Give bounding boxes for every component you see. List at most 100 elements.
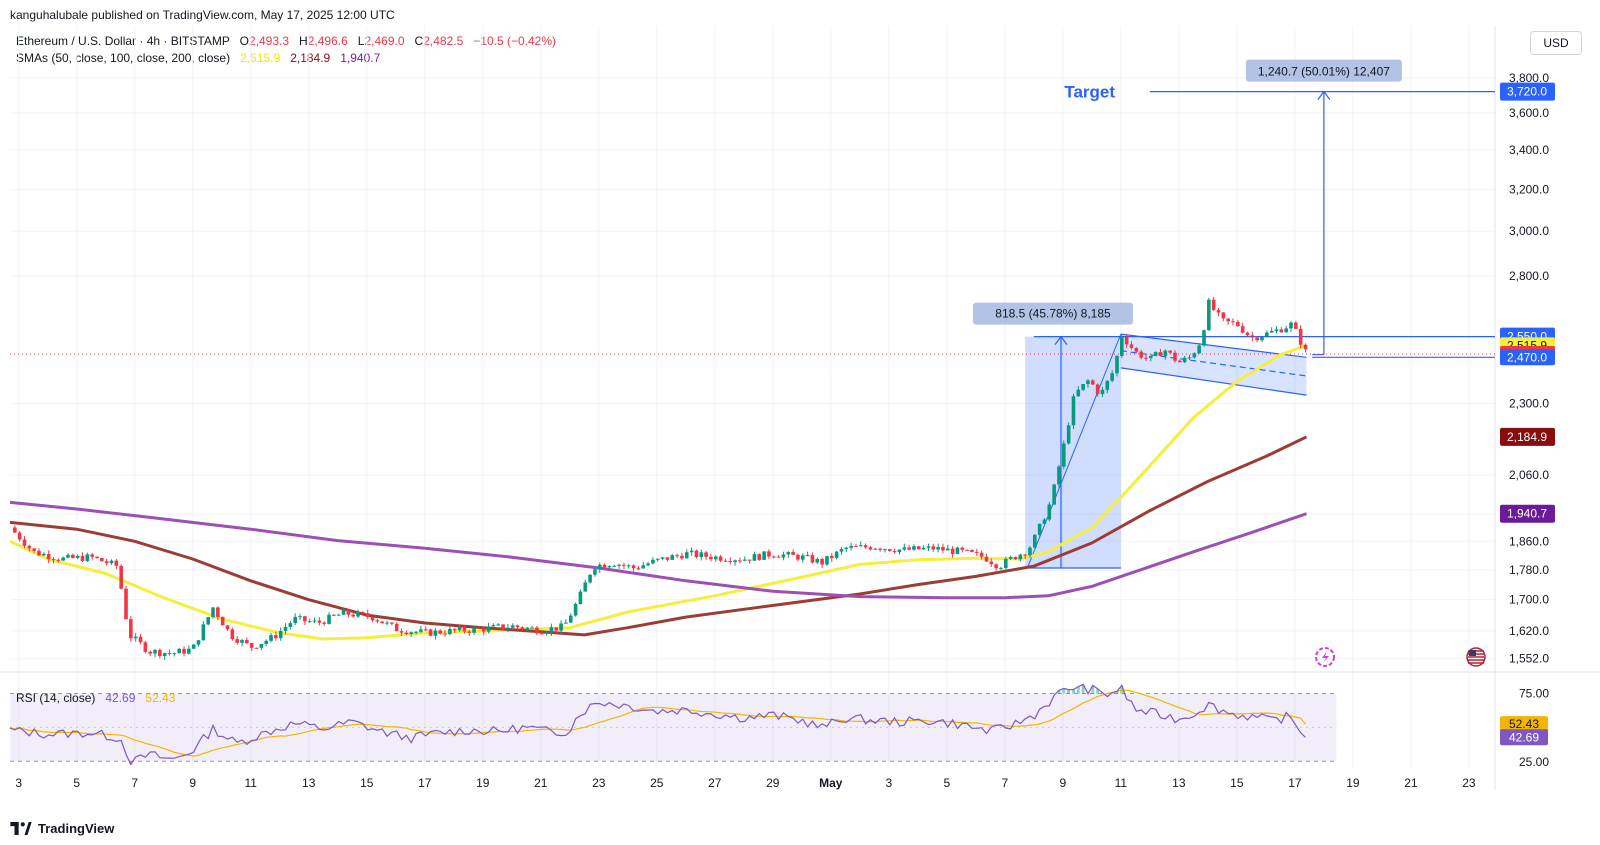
candle-body: [13, 527, 17, 533]
candle-body: [42, 553, 46, 556]
rsi-value: 42.69: [105, 691, 136, 705]
candle-body: [390, 622, 394, 624]
candle-body: [723, 560, 728, 562]
candle-body: [477, 627, 481, 629]
candle-body: [1294, 322, 1298, 329]
sma50-line: [9, 343, 1308, 641]
candle-body: [71, 554, 75, 558]
candle-body: [1071, 396, 1076, 426]
rsi-legend[interactable]: RSI (14, close) 42.69 52.43: [16, 691, 175, 705]
candle-body: [921, 547, 926, 550]
candle-body: [883, 549, 887, 551]
y-tick-label: 2,800.0: [1509, 269, 1549, 283]
candle-body: [501, 624, 505, 629]
candle-body: [409, 632, 414, 635]
candle-body: [1153, 352, 1158, 356]
currency-button[interactable]: USD: [1530, 31, 1582, 55]
rsi-ma-tag: 52.43: [1509, 717, 1539, 731]
x-tick-label: 29: [766, 776, 780, 790]
candle-body: [66, 554, 70, 558]
sma50-value: 2,515.9: [240, 51, 281, 65]
candle-body: [530, 627, 534, 629]
candle-body: [1139, 351, 1143, 358]
x-tick-label: 13: [302, 776, 316, 790]
candle-body: [810, 555, 815, 563]
sma-title: SMAs (50, close, 100, close, 200, close): [16, 51, 231, 65]
candle-body: [926, 546, 931, 548]
candle-body: [1298, 328, 1303, 345]
published-info: kanguhalubale published on TradingView.c…: [10, 8, 395, 22]
candle-body: [757, 554, 762, 560]
y-tick-label: 3,400.0: [1509, 143, 1549, 157]
candle-body: [46, 553, 51, 560]
x-tick-label: 5: [73, 776, 80, 790]
candle-body: [786, 552, 791, 555]
candle-body: [564, 622, 568, 624]
candle-body: [414, 631, 418, 633]
candle-body: [970, 549, 974, 552]
candle-body: [56, 559, 61, 561]
flag-upper-line: [1120, 333, 1307, 358]
candle-body: [1124, 336, 1129, 345]
footer-brand[interactable]: TradingView: [10, 821, 114, 836]
candle-body: [781, 554, 786, 558]
target-arrow-head: [1317, 90, 1331, 101]
rsi-ma-line: [9, 689, 1306, 757]
candle-body: [216, 607, 220, 617]
candle-body: [858, 545, 863, 547]
y-tick-label: 3,000.0: [1509, 224, 1549, 238]
candle-body: [1158, 352, 1163, 357]
candle-body: [187, 648, 191, 654]
candle-body: [51, 559, 56, 561]
candle-body: [129, 619, 133, 639]
candle-body: [844, 547, 849, 550]
candle-body: [704, 552, 708, 557]
x-tick-label: 13: [1172, 776, 1186, 790]
candle-body: [177, 648, 181, 654]
candle-body: [230, 629, 235, 640]
candle-body: [1202, 330, 1206, 346]
x-tick-label: 25: [650, 776, 664, 790]
candle-body: [259, 643, 264, 648]
rsi-tick-75: 75.00: [1519, 687, 1549, 701]
candle-body: [636, 568, 641, 570]
candle-body: [138, 636, 143, 643]
candle-body: [104, 561, 109, 564]
candle-body: [771, 556, 776, 558]
candle-body: [1187, 357, 1192, 359]
sma100-price-tag-bg: [1500, 427, 1555, 446]
candle-body: [375, 620, 380, 622]
candle-body: [312, 620, 317, 622]
candle-body: [457, 626, 462, 631]
candle-body: [549, 627, 554, 633]
candle-body: [1149, 355, 1153, 359]
candle-body: [419, 629, 423, 632]
candle-body: [124, 588, 128, 620]
candle-body: [931, 546, 936, 550]
candle-body: [1052, 484, 1056, 505]
candle-body: [1018, 554, 1023, 560]
candle-body: [675, 555, 679, 557]
y-tick-label: 1,552.0: [1509, 652, 1549, 666]
candle-body: [607, 566, 612, 568]
candle-body: [510, 625, 515, 628]
sma-legend[interactable]: SMAs (50, close, 100, close, 200, close)…: [16, 51, 380, 65]
candle-body: [1013, 556, 1018, 560]
candle-body: [109, 560, 114, 564]
candle-body: [100, 557, 104, 562]
candle-body: [346, 609, 351, 615]
candle-body: [902, 547, 907, 550]
candle-body: [941, 547, 945, 551]
candle-body: [1260, 337, 1264, 341]
candle-body: [825, 556, 829, 565]
candle-body: [32, 548, 36, 551]
candle-body: [61, 557, 65, 561]
x-tick-label: 3: [15, 776, 22, 790]
y-tick-label: 3,600.0: [1509, 106, 1549, 120]
candle-body: [955, 547, 960, 554]
symbol-legend[interactable]: Ethereum / U.S. Dollar · 4h · BITSTAMP O…: [16, 34, 556, 48]
high-value: 2,496.6: [307, 34, 348, 48]
candle-body: [162, 653, 167, 657]
candle-body: [887, 549, 892, 551]
